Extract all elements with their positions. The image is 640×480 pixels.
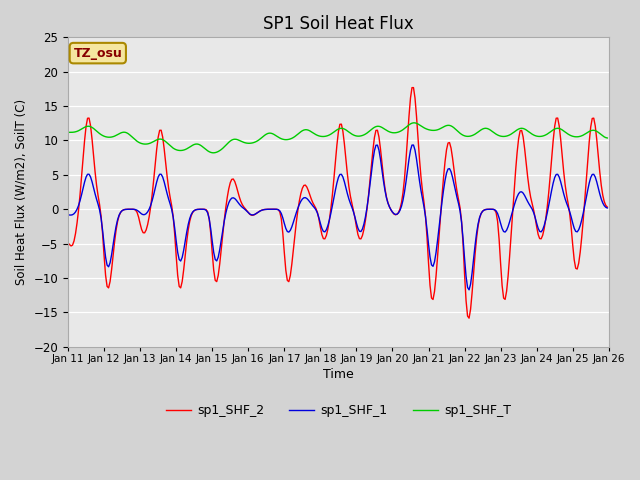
Line: sp1_SHF_T: sp1_SHF_T — [68, 123, 607, 153]
Y-axis label: Soil Heat Flux (W/m2), SoilT (C): Soil Heat Flux (W/m2), SoilT (C) — [15, 99, 28, 285]
sp1_SHF_T — [410, 120, 417, 126]
sp1_SHF_2 — [465, 315, 473, 321]
Line: sp1_SHF_1: sp1_SHF_1 — [68, 145, 607, 290]
sp1_SHF_2 — [577, 249, 584, 255]
Text: TZ_osu: TZ_osu — [74, 47, 122, 60]
sp1_SHF_2 — [64, 240, 72, 246]
sp1_SHF_T — [227, 138, 234, 144]
sp1_SHF_T — [244, 140, 252, 146]
sp1_SHF_1 — [131, 206, 138, 212]
sp1_SHF_1 — [300, 195, 308, 201]
X-axis label: Time: Time — [323, 368, 354, 381]
sp1_SHF_1 — [243, 208, 251, 214]
sp1_SHF_1 — [252, 211, 260, 216]
sp1_SHF_2 — [131, 206, 138, 212]
sp1_SHF_T — [604, 135, 611, 141]
sp1_SHF_1 — [604, 205, 611, 211]
sp1_SHF_T — [253, 138, 261, 144]
sp1_SHF_T — [131, 136, 138, 142]
sp1_SHF_T — [210, 150, 218, 156]
sp1_SHF_2 — [410, 84, 417, 90]
Title: SP1 Soil Heat Flux: SP1 Soil Heat Flux — [263, 15, 414, 33]
sp1_SHF_T — [64, 130, 72, 135]
sp1_SHF_2 — [225, 186, 232, 192]
sp1_SHF_2 — [604, 204, 611, 210]
sp1_SHF_T — [577, 133, 584, 139]
sp1_SHF_1 — [64, 212, 72, 218]
sp1_SHF_1 — [577, 223, 584, 228]
sp1_SHF_1 — [410, 142, 417, 148]
sp1_SHF_2 — [243, 208, 251, 214]
Line: sp1_SHF_2: sp1_SHF_2 — [68, 87, 607, 318]
Legend: sp1_SHF_2, sp1_SHF_1, sp1_SHF_T: sp1_SHF_2, sp1_SHF_1, sp1_SHF_T — [161, 399, 516, 422]
sp1_SHF_2 — [300, 182, 308, 188]
sp1_SHF_2 — [252, 211, 260, 217]
sp1_SHF_1 — [465, 287, 473, 293]
sp1_SHF_1 — [225, 200, 232, 206]
sp1_SHF_T — [301, 127, 309, 132]
